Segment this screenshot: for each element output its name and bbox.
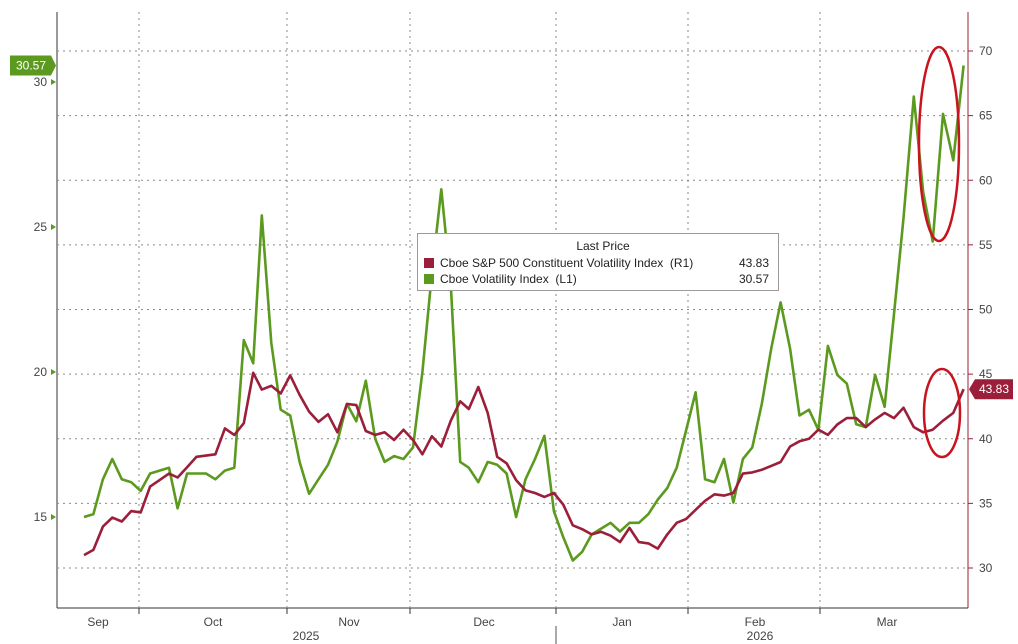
highlight-ellipse-vix bbox=[917, 45, 961, 243]
legend-swatch-constituent bbox=[424, 258, 434, 268]
legend-title: Last Price bbox=[576, 239, 630, 253]
right-axis-tick-label: 35 bbox=[979, 496, 993, 510]
left-axis-tick bbox=[51, 79, 56, 85]
x-axis-month-label: Mar bbox=[877, 615, 898, 629]
x-axis-month-label: Feb bbox=[745, 615, 766, 629]
left-axis-tick-label: 25 bbox=[34, 220, 48, 234]
left-axis-tick bbox=[51, 369, 56, 375]
chart-legend: Last Price Cboe S&P 500 Constituent Vola… bbox=[417, 233, 779, 291]
right-axis-tick-label: 55 bbox=[979, 238, 993, 252]
right-axis-tick-label: 30 bbox=[979, 561, 993, 575]
legend-name-vix: Cboe Volatility Index (L1) bbox=[440, 272, 577, 286]
x-axis-year-label: 2025 bbox=[293, 629, 320, 643]
right-axis-tick-label: 70 bbox=[979, 44, 993, 58]
highlight-ellipse-constituent bbox=[922, 367, 962, 459]
right-axis-tick-label: 65 bbox=[979, 109, 993, 123]
x-axis-month-label: Nov bbox=[338, 615, 359, 629]
right-axis-tick-label: 60 bbox=[979, 173, 993, 187]
x-axis-month-label: Jan bbox=[612, 615, 631, 629]
x-axis-year-label: 2026 bbox=[747, 629, 774, 643]
right-last-value-label: 43.83 bbox=[979, 382, 1009, 396]
x-axis-month-label: Oct bbox=[204, 615, 223, 629]
left-axis-tick-label: 30 bbox=[34, 75, 48, 89]
left-axis-tick-label: 20 bbox=[34, 365, 48, 379]
left-last-value-tag bbox=[10, 55, 56, 76]
legend-entry-vix: Cboe Volatility Index (L1) 30.57 bbox=[418, 271, 778, 287]
left-last-value-label: 30.57 bbox=[16, 58, 46, 72]
left-axis-tick bbox=[51, 514, 56, 520]
legend-value-constituent: 43.83 bbox=[738, 256, 769, 270]
legend-entry-constituent: Cboe S&P 500 Constituent Volatility Inde… bbox=[418, 255, 778, 271]
right-axis-tick-label: 50 bbox=[979, 303, 993, 317]
x-axis-month-label: Dec bbox=[473, 615, 494, 629]
constituent-vol-series-line bbox=[83, 371, 965, 557]
right-axis-tick-label: 45 bbox=[979, 367, 993, 381]
legend-swatch-vix bbox=[424, 274, 434, 284]
vix-series-line bbox=[83, 65, 965, 562]
left-axis-tick-label: 15 bbox=[34, 510, 48, 524]
legend-name-constituent: Cboe S&P 500 Constituent Volatility Inde… bbox=[440, 256, 694, 270]
legend-value-vix: 30.57 bbox=[738, 272, 769, 286]
right-axis-tick-label: 40 bbox=[979, 432, 993, 446]
x-axis-month-label: Sep bbox=[87, 615, 109, 629]
left-axis-tick bbox=[51, 224, 56, 230]
right-last-value-tag bbox=[969, 379, 1013, 400]
